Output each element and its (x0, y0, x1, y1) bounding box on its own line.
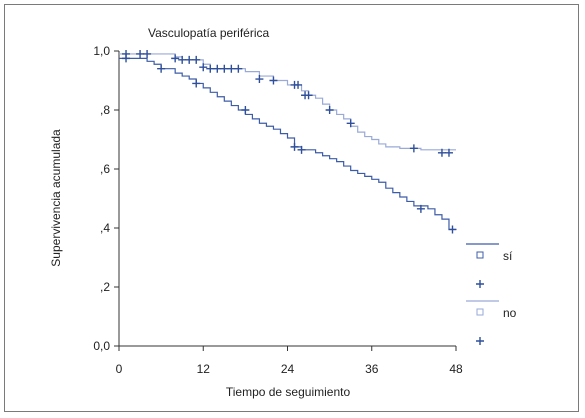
legend-label-si: sí (503, 249, 513, 263)
censor-mark (178, 55, 187, 64)
censor-mark (192, 79, 201, 88)
censor-mark (234, 64, 243, 73)
x-tick-label: 24 (281, 362, 295, 376)
censor-mark (185, 55, 194, 64)
x-tick-label: 48 (449, 362, 463, 376)
censor-mark (325, 106, 334, 114)
censor-mark (157, 64, 166, 73)
y-tick-label: ,2 (100, 280, 110, 294)
censor-mark (122, 49, 131, 58)
censor-mark (199, 63, 208, 72)
censor-mark (206, 64, 215, 73)
legend-label-no: no (503, 306, 517, 320)
y-tick-label: 0,0 (93, 339, 110, 353)
legend-censor-mark (476, 337, 484, 345)
censor-mark (409, 144, 418, 153)
censor-mark (136, 49, 145, 58)
censor-mark (171, 54, 180, 63)
censor-mark (241, 106, 250, 114)
chart-frame (4, 4, 579, 412)
legend-censor-mark (476, 280, 484, 288)
censor-mark (416, 204, 425, 213)
y-tick-label: ,4 (100, 221, 110, 235)
censor-mark (227, 64, 236, 73)
censor-mark (437, 148, 446, 157)
censor-mark (269, 76, 278, 85)
censor-mark (448, 225, 457, 234)
censor-mark (444, 148, 453, 157)
y-tick-label: ,8 (100, 103, 110, 117)
axes: 0 12 24 36 48 0,0 ,2 ,4 ,6 ,8 1,0 (93, 44, 463, 376)
x-tick-label: 36 (365, 362, 379, 376)
censor-mark (255, 75, 264, 84)
censor-mark (290, 142, 299, 151)
censor-mark (297, 145, 306, 154)
legend-marker-si (476, 251, 484, 259)
y-axis-label: Supervivencia acumulada (49, 129, 63, 267)
y-tick-label: 1,0 (93, 44, 110, 58)
series-layer (119, 49, 457, 234)
censor-mark (304, 91, 313, 100)
chart-title: Vasculopatía periférica (148, 26, 270, 40)
legend: sí no (466, 243, 517, 345)
censor-mark (346, 119, 355, 128)
censor-mark (143, 49, 152, 58)
censor-mark (294, 80, 303, 89)
legend-marker-no (476, 308, 484, 316)
censor-mark (192, 55, 201, 64)
x-axis-label: Tiempo de seguimiento (226, 385, 351, 399)
x-tick-label: 0 (116, 362, 123, 376)
censor-mark (213, 64, 222, 73)
x-tick-label: 12 (197, 362, 211, 376)
y-tick-label: ,6 (100, 162, 110, 176)
censor-mark (220, 64, 229, 73)
